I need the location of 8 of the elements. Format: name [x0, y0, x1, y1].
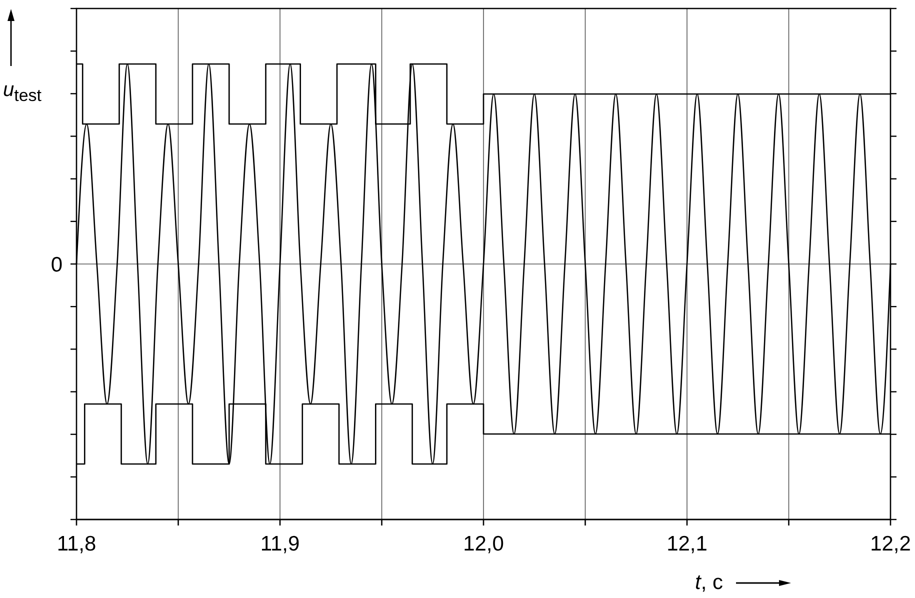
x-tick-label: 12,0: [463, 532, 504, 556]
ref-line-label: 0: [50, 253, 62, 276]
x-tick-label: 11,8: [56, 532, 96, 556]
x-axis-title: t, c: [695, 571, 724, 594]
x-tick-label: 12,2: [870, 532, 911, 556]
y-axis-title: u$_{test}$: [3, 79, 42, 105]
x-tick-label: 12,1: [666, 532, 708, 556]
x-tick-label: 11,9: [260, 532, 300, 556]
